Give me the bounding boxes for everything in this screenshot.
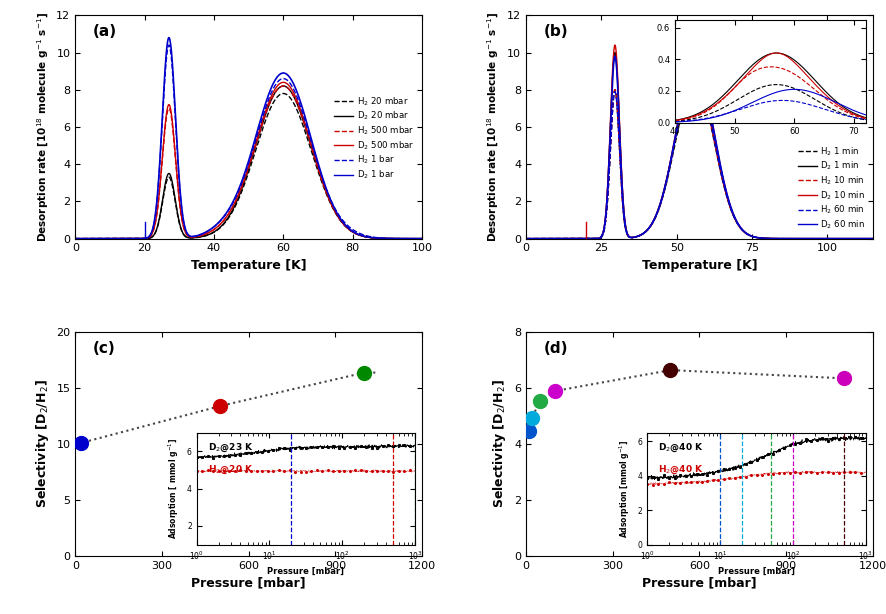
Y-axis label: Desorption rate [10$^{18}$ molecule g$^{-1}$ s$^{-1}$]: Desorption rate [10$^{18}$ molecule g$^{… — [486, 12, 501, 242]
Text: (a): (a) — [93, 25, 117, 39]
Point — [213, 401, 227, 411]
Point — [533, 396, 548, 406]
Point — [522, 427, 536, 437]
X-axis label: Temperature [K]: Temperature [K] — [190, 259, 307, 272]
Legend: H$_2$ 20 mbar, D$_2$ 20 mbar, H$_2$ 500 mbar, D$_2$ 500 mbar, H$_2$ 1 bar, D$_2$: H$_2$ 20 mbar, D$_2$ 20 mbar, H$_2$ 500 … — [331, 92, 417, 184]
Point — [525, 413, 539, 422]
Y-axis label: Desorption rate [10$^{18}$ molecule g$^{-1}$ s$^{-1}$]: Desorption rate [10$^{18}$ molecule g$^{… — [35, 12, 51, 242]
Text: (b): (b) — [543, 25, 568, 39]
Point — [548, 386, 562, 396]
X-axis label: Temperature [K]: Temperature [K] — [641, 259, 758, 272]
Y-axis label: Selectivity [D$_2$/H$_2$]: Selectivity [D$_2$/H$_2$] — [492, 379, 509, 508]
Legend: H$_2$ 1 min, D$_2$ 1 min, H$_2$ 10 min, D$_2$ 10 min, H$_2$ 60 min, D$_2$ 60 min: H$_2$ 1 min, D$_2$ 1 min, H$_2$ 10 min, … — [795, 142, 868, 235]
X-axis label: Pressure [mbar]: Pressure [mbar] — [191, 576, 306, 589]
Point — [74, 438, 89, 448]
Text: (c): (c) — [93, 341, 115, 356]
X-axis label: Pressure [mbar]: Pressure [mbar] — [642, 576, 757, 589]
Point — [664, 365, 678, 375]
Point — [836, 373, 851, 383]
Y-axis label: Selectivity [D$_2$/H$_2$]: Selectivity [D$_2$/H$_2$] — [34, 379, 51, 508]
Point — [357, 368, 371, 378]
Text: (d): (d) — [543, 341, 568, 356]
